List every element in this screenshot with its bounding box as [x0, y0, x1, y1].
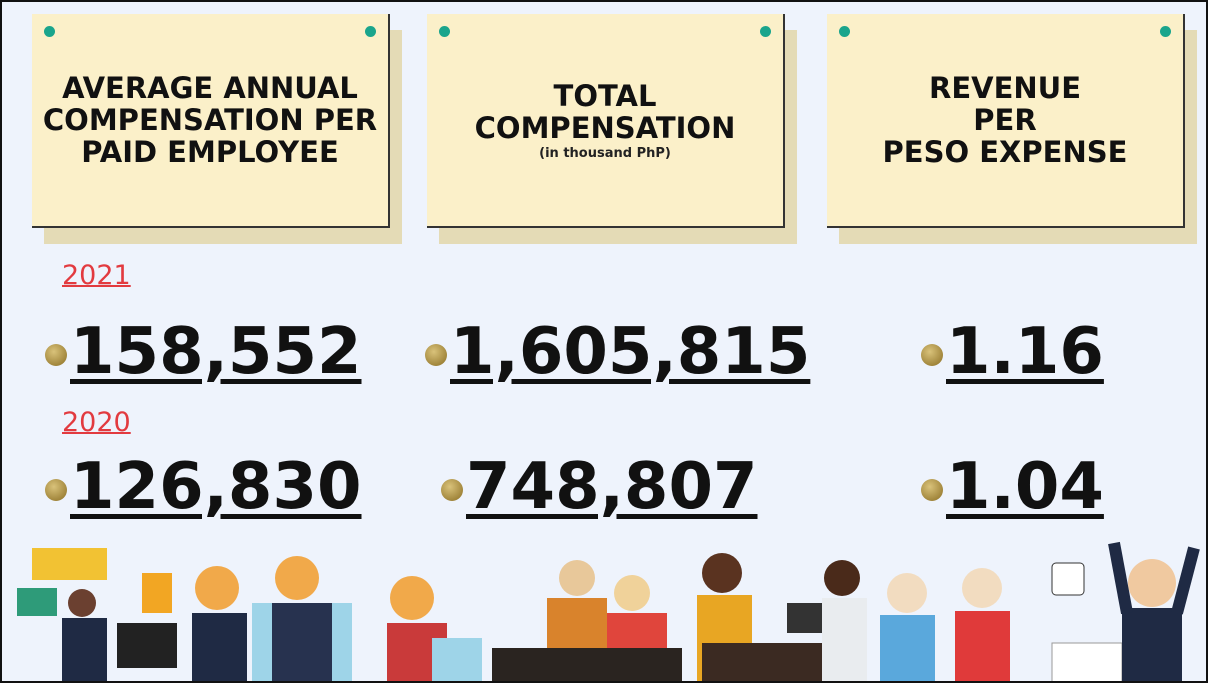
body — [62, 618, 107, 683]
infographic: AVERAGE ANNUALCOMPENSATION PERPAID EMPLO… — [0, 0, 1208, 683]
counter — [702, 643, 822, 683]
head — [195, 566, 239, 610]
table — [492, 648, 682, 683]
stat-value: 1,605,815 — [450, 317, 810, 387]
head — [614, 575, 650, 611]
body — [272, 603, 332, 683]
arm — [1177, 548, 1194, 613]
pin-dot — [365, 26, 376, 37]
card-title-line: COMPENSATION PER — [43, 104, 377, 136]
body — [192, 613, 247, 683]
card-title-line: PER — [973, 104, 1036, 136]
note-icon — [32, 548, 107, 580]
people-illustration — [2, 523, 1206, 683]
stat-value: 1.04 — [946, 452, 1104, 522]
stat-value: 748,807 — [466, 452, 758, 522]
body — [955, 611, 1010, 683]
body — [880, 615, 935, 683]
head — [887, 573, 927, 613]
card-subtitle: (in thousand PhP) — [539, 146, 671, 161]
bullet — [441, 479, 463, 501]
pin-dot — [1160, 26, 1171, 37]
year-label: 2020 — [62, 407, 131, 438]
stat-value: 158,552 — [70, 317, 362, 387]
head — [275, 556, 319, 600]
bullet — [45, 344, 67, 366]
idea-icon — [1052, 563, 1084, 595]
card-title-line: PAID EMPLOYEE — [81, 136, 339, 168]
bullet — [425, 344, 447, 366]
pin-dot — [760, 26, 771, 37]
body — [1122, 608, 1182, 683]
pin-dot — [439, 26, 450, 37]
laptop — [1052, 643, 1122, 683]
card-title-line: REVENUE — [929, 72, 1081, 104]
head — [68, 589, 96, 617]
stat-value: 126,830 — [70, 452, 362, 522]
bullet — [921, 344, 943, 366]
pin-dot — [839, 26, 850, 37]
card-title-line: PESO EXPENSE — [883, 136, 1128, 168]
bullet — [45, 479, 67, 501]
stat-value: 1.16 — [946, 317, 1104, 387]
calculator — [142, 573, 172, 613]
pin-dot — [44, 26, 55, 37]
head — [702, 553, 742, 593]
bullet — [921, 479, 943, 501]
card-title-line: AVERAGE ANNUAL — [62, 72, 358, 104]
body — [822, 598, 867, 683]
monitor — [117, 623, 177, 668]
card-title-line: COMPENSATION — [475, 112, 736, 144]
laptop — [432, 638, 482, 683]
year-label: 2021 — [62, 260, 131, 291]
money — [17, 588, 57, 616]
card-title-line: TOTAL — [554, 80, 657, 112]
head — [390, 576, 434, 620]
head — [559, 560, 595, 596]
head — [962, 568, 1002, 608]
register — [787, 603, 822, 633]
head — [1128, 559, 1176, 607]
arm — [1114, 543, 1127, 613]
head — [824, 560, 860, 596]
